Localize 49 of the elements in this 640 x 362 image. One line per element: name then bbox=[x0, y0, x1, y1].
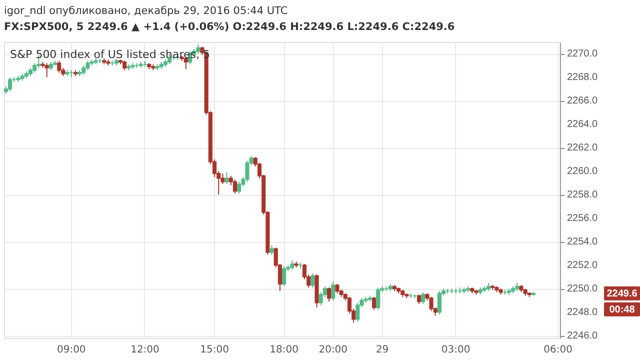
text: 2249.6 bbox=[606, 288, 638, 300]
x-tick-label: 03:00 bbox=[441, 344, 470, 356]
y-tick-label: 2262.0 bbox=[567, 142, 598, 154]
candlestick bbox=[327, 286, 332, 302]
y-tick-label: 2246.0 bbox=[567, 330, 598, 342]
candlestick bbox=[331, 281, 336, 301]
x-tick-label: 12:00 bbox=[130, 344, 160, 356]
candlestick bbox=[335, 283, 340, 294]
y-tick-label: 2256.0 bbox=[567, 213, 598, 224]
candlestick bbox=[290, 260, 294, 270]
candlestick bbox=[437, 290, 442, 316]
candlestick bbox=[82, 64, 86, 76]
candlestick bbox=[122, 60, 127, 71]
y-tick-label: 2270.0 bbox=[567, 48, 598, 60]
candlestick bbox=[237, 181, 242, 194]
x-tick-label: 18:00 bbox=[270, 344, 298, 356]
candlestick bbox=[356, 302, 360, 322]
candlestick bbox=[57, 60, 62, 74]
y-tick-label: 2254.0 bbox=[567, 236, 598, 248]
text: igor_ndl опубликовано, декабрь 29, 2016 05:44 UTC bbox=[4, 4, 289, 19]
x-tick-label: 20:00 bbox=[318, 344, 348, 356]
candlestick bbox=[282, 266, 286, 287]
x-tick-label: 15:00 bbox=[200, 344, 229, 356]
candlestick bbox=[86, 60, 90, 71]
y-tick-label: 2258.0 bbox=[567, 190, 598, 201]
y-tick-label: 2250.0 bbox=[567, 284, 598, 295]
candlestick bbox=[8, 76, 12, 92]
candlestick bbox=[372, 296, 376, 310]
y-tick-label: 2268.0 bbox=[567, 72, 598, 84]
candlestick bbox=[421, 292, 426, 304]
candlestick bbox=[245, 160, 250, 182]
y-tick-label: 2260.0 bbox=[567, 166, 598, 178]
text: 00:48 bbox=[609, 304, 636, 316]
candlestick bbox=[232, 178, 237, 194]
candlestick bbox=[416, 294, 422, 304]
x-tick-label: 09:00 bbox=[56, 344, 86, 356]
y-tick-label: 2248.0 bbox=[567, 307, 598, 318]
x-tick-label: 29 bbox=[376, 344, 389, 356]
candlestick bbox=[224, 172, 229, 185]
candlestick bbox=[270, 244, 274, 256]
y-tick-label: 2264.0 bbox=[567, 119, 598, 130]
candlestick bbox=[44, 62, 49, 78]
text: FX:SPX500, 5 2249.6 ▲ +1.4 (+0.06%) O:2249.6 H:2249.6 L:2249.6 C:2249.6 bbox=[4, 20, 455, 35]
candlestick bbox=[376, 286, 380, 310]
y-tick-label: 2266.0 bbox=[567, 96, 598, 107]
y-tick-label: 2252.0 bbox=[567, 260, 598, 272]
candlestick bbox=[310, 272, 315, 288]
x-tick-label: 06:00 bbox=[544, 344, 572, 356]
candlestick bbox=[429, 296, 434, 312]
